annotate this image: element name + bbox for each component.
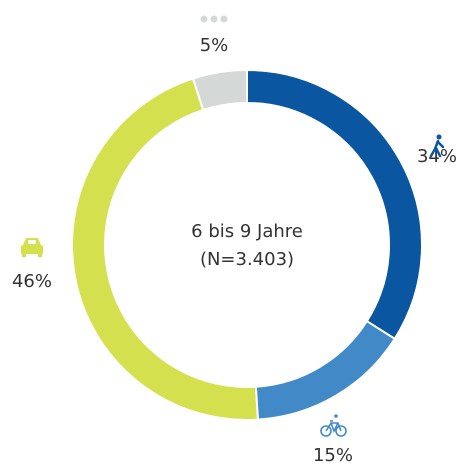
value-label: 34% bbox=[417, 146, 457, 167]
bike-icon bbox=[320, 414, 347, 437]
car-icon bbox=[21, 238, 43, 257]
walk-icon bbox=[429, 134, 445, 158]
value-label: 15% bbox=[313, 445, 353, 465]
donut-slice bbox=[70, 77, 260, 421]
center-label: 6 bis 9 Jahre bbox=[191, 221, 303, 242]
dots-icon bbox=[200, 15, 228, 23]
value-label: 46% bbox=[12, 271, 52, 292]
donut-slice bbox=[246, 68, 423, 341]
donut-slice bbox=[254, 319, 397, 421]
center-label: (N=3.403) bbox=[200, 249, 294, 270]
value-label: 5% bbox=[200, 35, 229, 56]
